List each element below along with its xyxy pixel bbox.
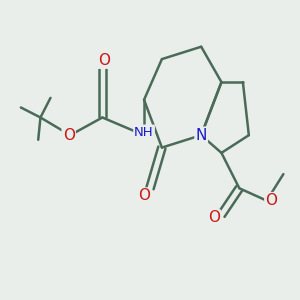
Text: NH: NH	[134, 126, 154, 139]
Text: O: O	[138, 188, 150, 203]
Text: N: N	[196, 128, 207, 143]
Text: O: O	[63, 128, 75, 143]
Text: O: O	[208, 210, 220, 225]
Text: O: O	[98, 53, 110, 68]
Text: O: O	[265, 193, 277, 208]
